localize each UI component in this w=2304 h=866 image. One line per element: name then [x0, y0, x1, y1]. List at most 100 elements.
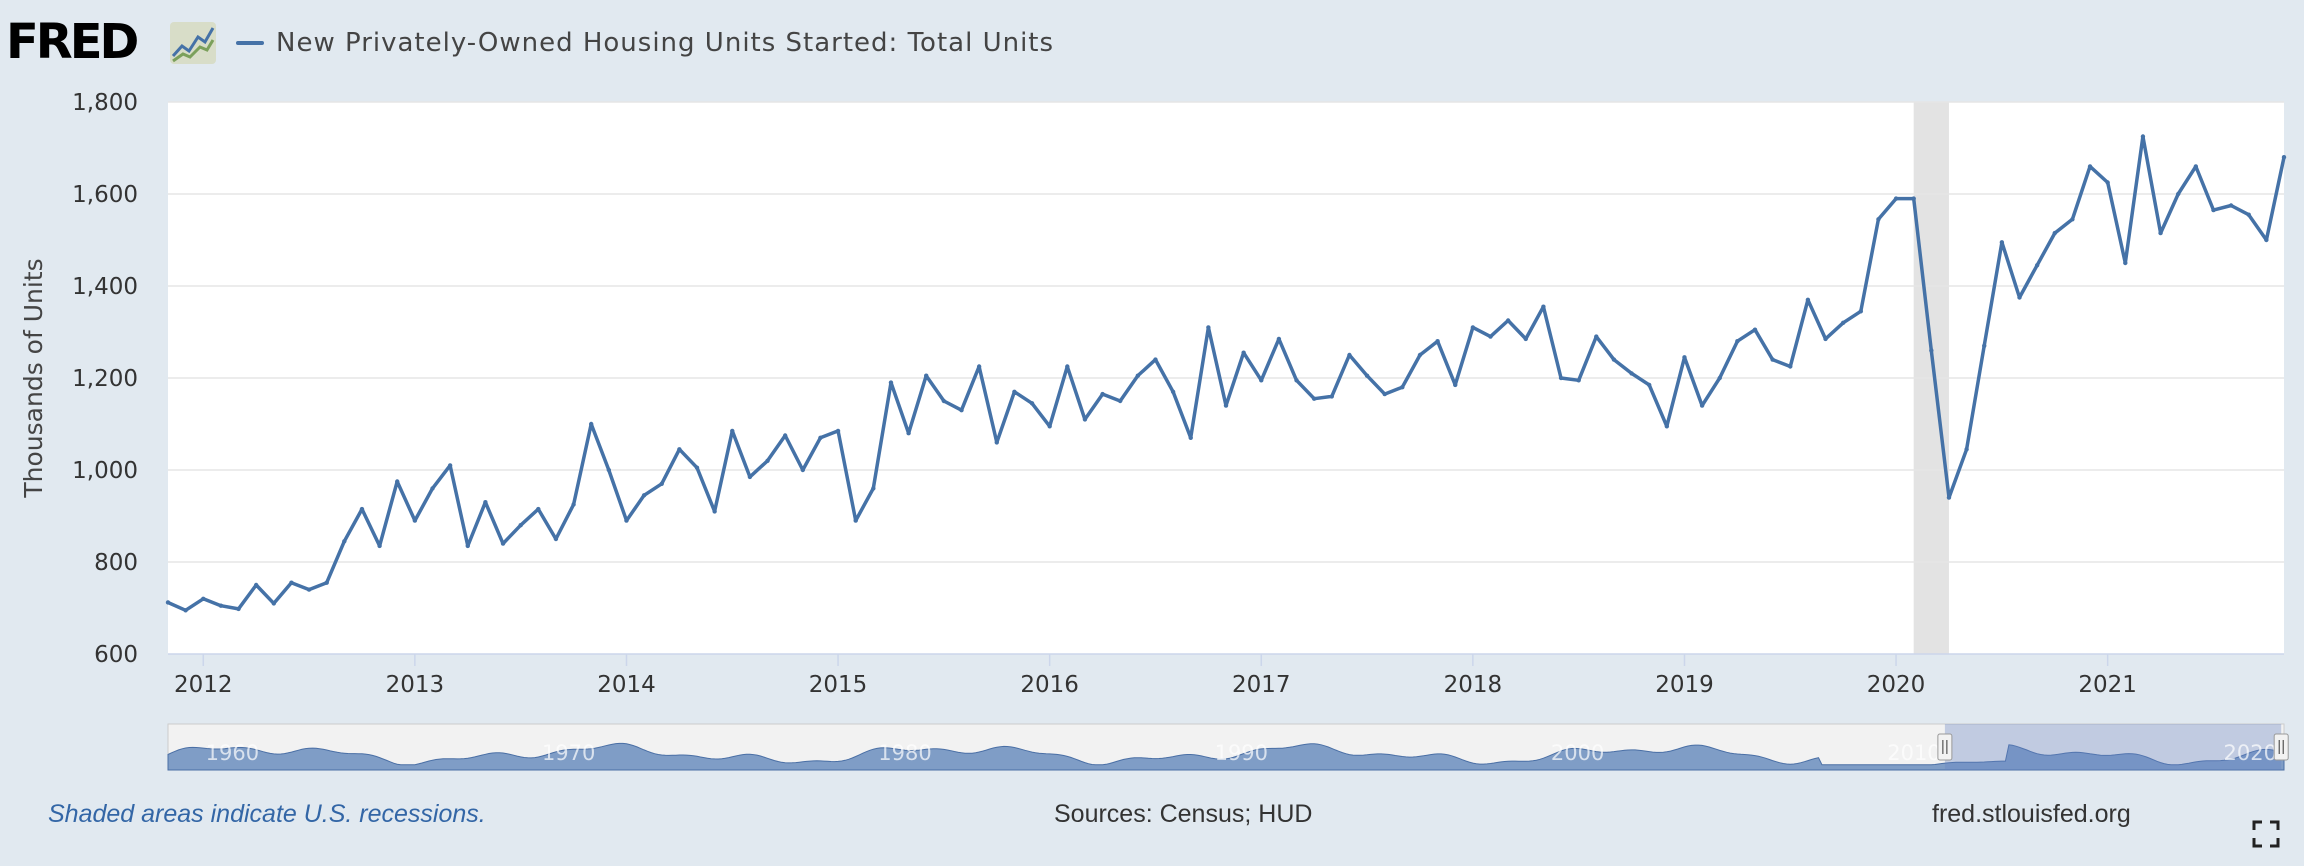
data-point[interactable] — [342, 539, 347, 544]
data-point[interactable] — [1823, 336, 1828, 342]
data-point[interactable] — [359, 506, 365, 512]
data-point[interactable] — [2246, 212, 2251, 217]
data-point[interactable] — [447, 463, 453, 468]
data-point[interactable] — [1223, 403, 1229, 408]
data-point[interactable] — [1135, 373, 1141, 378]
data-point[interactable] — [1664, 424, 1670, 429]
data-point[interactable] — [271, 601, 276, 606]
data-point[interactable] — [1364, 373, 1370, 378]
range-navigator[interactable]: 1960 1970 1980 1990 2000 2010 2020 — [167, 723, 2289, 771]
data-point[interactable] — [2052, 230, 2057, 236]
data-point[interactable] — [236, 606, 241, 612]
data-point[interactable] — [747, 474, 753, 480]
data-point[interactable] — [924, 373, 929, 378]
data-point[interactable] — [959, 408, 964, 413]
data-point[interactable] — [1170, 389, 1176, 394]
data-point[interactable] — [1699, 403, 1705, 408]
data-point[interactable] — [818, 435, 823, 440]
data-point[interactable] — [1029, 401, 1035, 406]
data-point[interactable] — [1347, 352, 1352, 358]
data-point[interactable] — [253, 582, 259, 588]
navigator-selection[interactable] — [1944, 724, 2282, 770]
data-point[interactable] — [2070, 217, 2075, 222]
data-point[interactable] — [1153, 357, 1158, 362]
data-point[interactable] — [1911, 196, 1916, 201]
data-point[interactable] — [606, 467, 612, 473]
data-point[interactable] — [1629, 371, 1634, 376]
data-point[interactable] — [1788, 364, 1793, 369]
fullscreen-icon[interactable] — [2252, 820, 2280, 848]
data-point[interactable] — [1118, 398, 1123, 404]
fred-logo[interactable]: FRED — [6, 14, 139, 70]
data-point[interactable] — [1594, 334, 1599, 339]
data-point[interactable] — [1647, 382, 1652, 388]
data-point[interactable] — [1893, 196, 1899, 201]
data-point[interactable] — [1964, 447, 1969, 452]
data-point[interactable] — [1929, 348, 1934, 353]
data-point[interactable] — [677, 447, 682, 452]
data-point[interactable] — [1558, 375, 1564, 381]
data-point[interactable] — [1505, 318, 1511, 323]
data-point[interactable] — [2017, 295, 2022, 300]
data-point[interactable] — [2123, 260, 2128, 266]
series-title[interactable]: New Privately-Owned Housing Units Starte… — [276, 28, 1055, 58]
data-point[interactable] — [1576, 378, 1581, 383]
data-point[interactable] — [1752, 327, 1758, 332]
data-point[interactable] — [201, 596, 206, 601]
data-point[interactable] — [800, 467, 805, 473]
data-point[interactable] — [1188, 435, 1193, 440]
data-point[interactable] — [1065, 364, 1070, 369]
data-point[interactable] — [1523, 336, 1528, 342]
data-point[interactable] — [1999, 240, 2005, 245]
data-point[interactable] — [941, 398, 947, 404]
data-point[interactable] — [782, 433, 788, 438]
data-point[interactable] — [395, 479, 400, 484]
data-point[interactable] — [1876, 217, 1881, 222]
data-point[interactable] — [2087, 164, 2093, 169]
data-point[interactable] — [1682, 355, 1687, 360]
data-point[interactable] — [377, 543, 382, 549]
data-point[interactable] — [2264, 237, 2269, 243]
data-point[interactable] — [1805, 297, 1811, 302]
data-point[interactable] — [2034, 263, 2040, 268]
data-point[interactable] — [306, 587, 312, 592]
data-point[interactable] — [1453, 382, 1458, 388]
data-point[interactable] — [765, 458, 770, 463]
data-point[interactable] — [2176, 191, 2181, 197]
data-point[interactable] — [1206, 325, 1211, 330]
data-point[interactable] — [659, 481, 664, 486]
data-point[interactable] — [835, 428, 841, 434]
navigator-handle[interactable] — [2273, 733, 2289, 761]
data-point[interactable] — [1770, 357, 1775, 362]
data-point[interactable] — [888, 380, 894, 385]
fred-url[interactable]: fred.stlouisfed.org — [1932, 800, 2131, 828]
data-point[interactable] — [1294, 378, 1299, 383]
data-point[interactable] — [641, 493, 647, 498]
data-point[interactable] — [1717, 375, 1722, 381]
data-point[interactable] — [1735, 339, 1740, 344]
data-point[interactable] — [571, 502, 576, 507]
data-point[interactable] — [518, 523, 523, 528]
data-point[interactable] — [289, 580, 294, 585]
data-point[interactable] — [694, 465, 700, 470]
data-point[interactable] — [2158, 230, 2163, 236]
data-point[interactable] — [324, 580, 329, 585]
data-point[interactable] — [165, 600, 171, 605]
data-point[interactable] — [1241, 350, 1246, 355]
data-point[interactable] — [1047, 424, 1052, 429]
data-point[interactable] — [2193, 164, 2199, 169]
data-point[interactable] — [2140, 134, 2146, 139]
data-point[interactable] — [465, 543, 470, 549]
data-point[interactable] — [1840, 320, 1846, 325]
data-point[interactable] — [430, 486, 435, 491]
data-point[interactable] — [218, 603, 224, 608]
data-point[interactable] — [2105, 180, 2110, 185]
data-point[interactable] — [1100, 391, 1105, 397]
data-point[interactable] — [1946, 495, 1952, 500]
data-point[interactable] — [2211, 207, 2216, 213]
data-point[interactable] — [730, 428, 735, 434]
data-point[interactable] — [2228, 203, 2234, 208]
data-point[interactable] — [1541, 304, 1546, 309]
data-point[interactable] — [1417, 352, 1423, 358]
data-point[interactable] — [553, 536, 559, 542]
